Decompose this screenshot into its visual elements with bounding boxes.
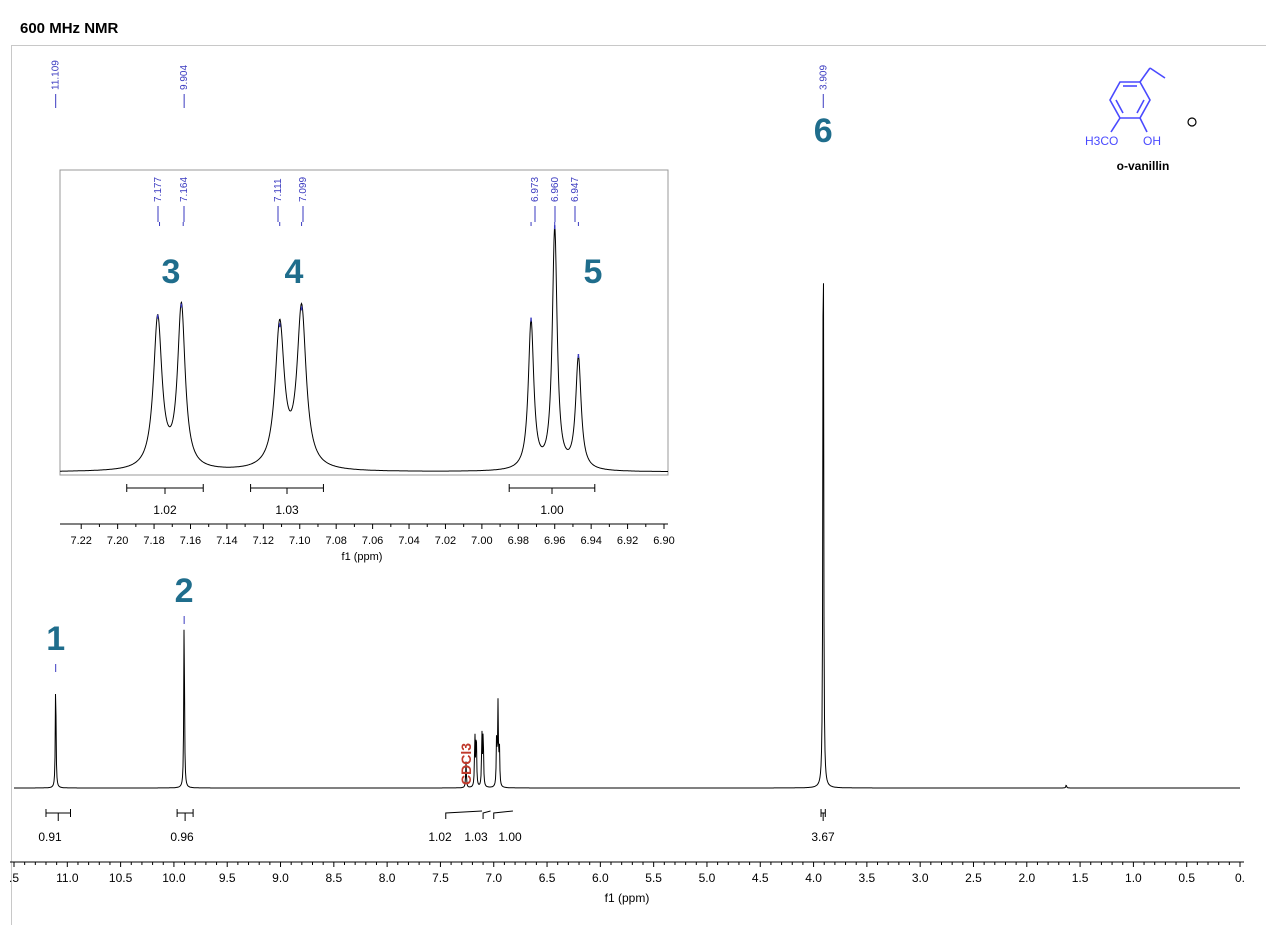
inset-peak-pick-label: 7.164 — [179, 177, 190, 202]
main-x-tick-label: 3.0 — [912, 871, 929, 885]
main-x-tick-label: 1.0 — [1125, 871, 1142, 885]
inset-x-tick-label: 7.00 — [471, 535, 492, 547]
inset-x-tick-label: 6.90 — [653, 535, 674, 547]
main-x-tick-label: 8.0 — [379, 871, 396, 885]
main-x-tick-label: 6.0 — [592, 871, 609, 885]
aldehyde-bond — [1139, 67, 1151, 83]
main-peak-number: 1 — [46, 620, 65, 658]
inset-x-tick-label: 7.04 — [398, 535, 419, 547]
inset-peak-pick-label: 6.960 — [550, 177, 561, 202]
main-integral-value: 0.91 — [38, 830, 62, 844]
inset-x-tick-label: 7.06 — [362, 535, 383, 547]
main-peak-pick-label: 9.904 — [179, 65, 190, 90]
inset-x-tick-label: 7.22 — [71, 535, 92, 547]
main-x-tick-label: 11.0 — [56, 871, 79, 885]
inset-integral-value: 1.00 — [540, 503, 564, 517]
methoxy-label: H3CO — [1085, 134, 1118, 148]
main-x-tick-label: 1.5 — [1072, 871, 1089, 885]
main-x-tick-label: 2.5 — [965, 871, 982, 885]
inset-x-tick-label: 7.12 — [253, 535, 274, 547]
main-peak-pick-label: 11.109 — [51, 60, 62, 90]
inset-spectrum-trace — [60, 226, 668, 472]
main-integral-bracket — [493, 810, 513, 819]
main-x-tick-label: 6.5 — [539, 871, 556, 885]
main-integral-value: 3.67 — [811, 830, 835, 844]
inset-x-tick-label: 6.98 — [508, 535, 529, 547]
inset-peak-pick-label: 6.947 — [570, 177, 581, 202]
main-spectrum: .5 11.0 10.5 10.0 9.5 9.0 8.5 8.0 7.5 7.0 6.5 6.0 5.… — [9, 60, 1245, 905]
main-x-tick-label: 3.5 — [859, 871, 876, 885]
page-title: 600 MHz NMR — [20, 20, 119, 37]
main-x-tick-label: 4.0 — [805, 871, 822, 885]
main-integral-bracket — [445, 810, 483, 819]
inset-x-tick-label: 7.10 — [289, 535, 310, 547]
main-peak-pick-label: 3.909 — [818, 65, 829, 90]
hydroxy-label: OH — [1143, 134, 1161, 148]
inset-x-tick-label: 7.08 — [325, 535, 346, 547]
inset-peak-number: 4 — [285, 253, 304, 291]
main-integral-value: 1.00 — [498, 830, 522, 844]
compound-name: o-vanillin — [1117, 159, 1170, 173]
main-x-tick-label: 0. — [1235, 871, 1245, 885]
main-x-tick-label: 7.5 — [432, 871, 449, 885]
main-x-tick-label: 10.0 — [162, 871, 186, 885]
inset-integral-value: 1.03 — [275, 503, 299, 517]
inset-spectrum: 7.22 7.20 7.18 7.16 7.14 7.12 7.10 7.08 7.06 7.04… — [59, 169, 675, 563]
main-x-axis-label: f1 (ppm) — [605, 891, 650, 905]
main-x-tick-label: .5 — [9, 871, 19, 885]
main-x-tick-label: 5.0 — [699, 871, 716, 885]
main-x-tick-label: 8.5 — [325, 871, 342, 885]
inset-x-axis-label: f1 (ppm) — [342, 551, 383, 563]
main-x-tick-label: 7.0 — [485, 871, 502, 885]
main-peak-number: 2 — [175, 572, 194, 610]
main-x-tick-label: 2.0 — [1018, 871, 1035, 885]
inset-x-tick-label: 7.18 — [143, 535, 164, 547]
inset-x-tick-label: 6.96 — [544, 535, 565, 547]
inset-frame — [59, 169, 669, 476]
o-vanillin-structure: H3CO OH o-vanillin — [1085, 67, 1197, 173]
main-spectrum-trace — [14, 283, 1240, 789]
solvent-label: CDCl3 — [458, 743, 474, 785]
aldehyde-oxygen — [1187, 117, 1197, 127]
methoxy-bond — [1110, 117, 1121, 133]
inset-x-tick-label: 6.94 — [580, 535, 601, 547]
main-x-tick-label: 0.5 — [1178, 871, 1195, 885]
inset-x-tick-label: 7.20 — [107, 535, 128, 547]
main-x-tick-label: 10.5 — [109, 871, 133, 885]
main-x-tick-label: 9.0 — [272, 871, 289, 885]
inset-peak-number: 3 — [162, 253, 181, 291]
main-peak-number: 6 — [814, 112, 833, 150]
main-integral-bracket — [482, 810, 491, 819]
main-x-tick-label: 9.5 — [219, 871, 236, 885]
inset-x-tick-label: 7.14 — [216, 535, 237, 547]
main-x-tick-label: 5.5 — [645, 871, 662, 885]
inset-x-tick-label: 7.16 — [180, 535, 201, 547]
main-integral-value: 1.02 — [428, 830, 452, 844]
plot-frame — [11, 45, 1266, 925]
main-integral-value: 0.96 — [170, 830, 194, 844]
inset-x-tick-label: 7.02 — [435, 535, 456, 547]
inset-integral-value: 1.02 — [153, 503, 177, 517]
inset-peak-pick-label: 7.177 — [153, 177, 164, 202]
main-integral-value: 1.03 — [464, 830, 488, 844]
hydroxy-bond — [1139, 117, 1148, 133]
inset-peak-pick-label: 6.973 — [530, 177, 541, 202]
inset-peak-pick-label: 7.111 — [273, 178, 284, 202]
inset-peak-pick-label: 7.099 — [298, 177, 309, 202]
main-x-tick-label: 4.5 — [752, 871, 769, 885]
inset-peak-number: 5 — [584, 253, 603, 291]
inset-x-tick-label: 6.92 — [617, 535, 638, 547]
